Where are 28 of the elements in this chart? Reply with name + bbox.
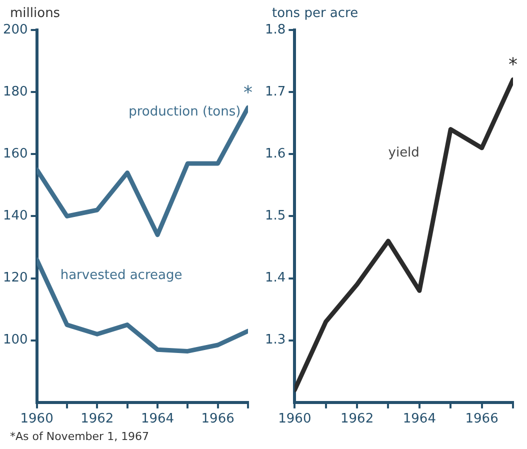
y-axis-title: tons per acre (272, 6, 358, 21)
y-tick-label: 1.7 (264, 84, 286, 100)
x-tick-label: 1960 (20, 412, 54, 427)
series-label: harvested acreage (60, 268, 182, 284)
y-tick-label: 120 (2, 270, 28, 286)
annotation: * (244, 82, 252, 104)
y-tick-label: 1.6 (264, 146, 286, 162)
x-tick-label: 1964 (402, 412, 436, 427)
y-tick-label: 1.4 (264, 270, 286, 286)
x-tick-label: 1960 (278, 412, 312, 427)
series-label: yield (388, 145, 420, 160)
x-tick-label: 1966 (465, 412, 498, 427)
x-tick-label: 1962 (80, 412, 114, 427)
x-tick-label: 1964 (140, 412, 174, 427)
y-tick-label: 100 (2, 332, 28, 348)
x-tick-label: 1962 (340, 412, 374, 427)
x-tick-label: 1966 (201, 412, 234, 427)
y-tick-label: 160 (2, 146, 28, 162)
y-axis-title: millions (10, 6, 60, 21)
y-tick-label: 180 (2, 84, 28, 100)
y-tick-label: 1.8 (264, 22, 286, 38)
text: *As of November 1, 1967 (10, 430, 150, 443)
y-tick-label: 200 (2, 22, 28, 38)
y-tick-label: 140 (2, 208, 28, 224)
series-label: production (tons) (128, 104, 241, 120)
annotation: * (508, 54, 518, 76)
y-tick-label: 1.5 (264, 208, 286, 224)
y-tick-label: 1.3 (264, 332, 286, 348)
